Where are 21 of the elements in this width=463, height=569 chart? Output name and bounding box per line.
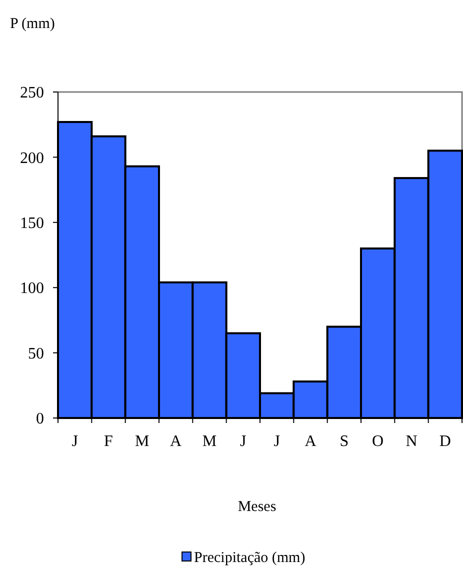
legend-label: Precipitação (mm) <box>194 550 306 566</box>
x-tick-label: A <box>304 433 317 450</box>
x-tick-label: N <box>406 433 418 450</box>
x-tick-label: A <box>170 433 182 450</box>
x-tick-label: M <box>135 433 150 450</box>
x-tick-label: F <box>104 433 114 450</box>
x-tick-label: J <box>240 433 246 450</box>
y-tick-label: 0 <box>36 410 44 428</box>
y-tick-label: 250 <box>20 84 44 102</box>
y-tick-label: 200 <box>20 150 44 167</box>
x-tick-label: D <box>439 433 451 450</box>
x-tick-label: J <box>274 433 280 450</box>
y-tick-label: 50 <box>28 345 44 362</box>
y-tick-label: 150 <box>20 215 44 232</box>
x-tick-label: O <box>372 433 384 450</box>
x-tick-label: S <box>340 433 349 450</box>
x-axis-title: Meses <box>238 499 276 515</box>
y-axis-title: P (mm) <box>10 16 55 32</box>
x-tick-label: M <box>202 433 217 450</box>
x-tick-label: J <box>72 433 78 450</box>
y-tick-label: 100 <box>20 280 44 298</box>
